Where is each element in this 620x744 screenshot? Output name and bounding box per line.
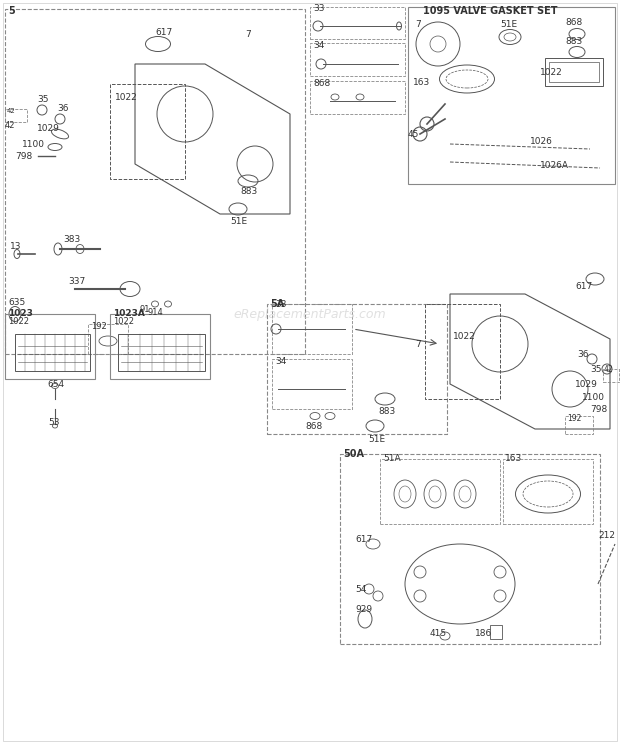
Text: 5: 5 — [8, 6, 15, 16]
Text: 36: 36 — [577, 350, 588, 359]
Bar — [310, 43, 405, 76]
Text: 192: 192 — [91, 322, 107, 331]
Text: 617: 617 — [155, 28, 172, 36]
Bar — [545, 58, 603, 86]
Text: 654: 654 — [47, 379, 64, 388]
Bar — [490, 625, 502, 639]
Text: 53: 53 — [48, 417, 60, 426]
Text: 1022: 1022 — [113, 317, 134, 326]
Text: 36: 36 — [57, 103, 68, 112]
Text: 7: 7 — [415, 339, 421, 348]
Text: 1029: 1029 — [37, 124, 60, 132]
Bar — [503, 459, 593, 524]
Text: 883: 883 — [240, 187, 257, 196]
Text: 163: 163 — [505, 454, 522, 463]
Text: 35: 35 — [37, 94, 48, 103]
Bar — [408, 7, 615, 184]
Text: 13: 13 — [10, 242, 22, 251]
Text: 929: 929 — [355, 604, 372, 614]
Bar — [5, 9, 305, 354]
Text: 34: 34 — [275, 357, 286, 366]
Text: 186: 186 — [475, 629, 492, 638]
Text: 42: 42 — [5, 121, 16, 129]
Text: 617: 617 — [355, 534, 372, 544]
Text: 1026: 1026 — [530, 136, 553, 146]
Text: 1026A: 1026A — [540, 161, 569, 170]
Text: 337: 337 — [68, 277, 86, 286]
Text: 635: 635 — [8, 298, 25, 307]
Text: 34: 34 — [313, 41, 324, 50]
Text: 1022: 1022 — [8, 317, 29, 326]
Text: 1023A: 1023A — [113, 309, 145, 318]
Bar — [272, 359, 352, 409]
Text: 54: 54 — [355, 585, 366, 594]
Text: 1095 VALVE GASKET SET: 1095 VALVE GASKET SET — [423, 6, 557, 16]
Bar — [380, 459, 500, 524]
Text: 35: 35 — [590, 365, 601, 373]
Text: 51E: 51E — [368, 434, 385, 443]
Bar — [272, 304, 352, 354]
Text: 1022: 1022 — [540, 68, 563, 77]
Bar — [267, 304, 447, 434]
Bar — [5, 109, 27, 122]
Text: 868: 868 — [565, 18, 582, 27]
Text: 42: 42 — [7, 108, 16, 114]
Text: 192: 192 — [567, 414, 582, 423]
Text: 914: 914 — [148, 307, 164, 316]
Bar — [565, 416, 593, 434]
Text: 91: 91 — [140, 305, 151, 314]
Text: 163: 163 — [413, 77, 430, 86]
Text: 1100: 1100 — [22, 140, 45, 149]
Text: 212: 212 — [598, 531, 615, 540]
Bar — [110, 314, 210, 379]
Text: 798: 798 — [590, 405, 607, 414]
Text: 33: 33 — [313, 4, 324, 13]
Text: 1022: 1022 — [115, 92, 138, 101]
Text: 45: 45 — [408, 129, 419, 138]
Text: 868: 868 — [305, 422, 322, 431]
Text: 798: 798 — [15, 152, 32, 161]
Text: 33: 33 — [275, 300, 286, 309]
Text: 51E: 51E — [500, 19, 517, 28]
Bar — [603, 369, 619, 382]
Text: 7: 7 — [415, 19, 421, 28]
Text: 51E: 51E — [230, 217, 247, 225]
Text: 5A: 5A — [270, 299, 284, 309]
Text: 883: 883 — [378, 406, 396, 415]
Text: eReplacementParts.com: eReplacementParts.com — [234, 307, 386, 321]
Text: 415: 415 — [430, 629, 447, 638]
Text: 1022: 1022 — [453, 332, 476, 341]
Bar — [310, 81, 405, 114]
Text: 383: 383 — [63, 234, 80, 243]
Bar — [5, 314, 95, 379]
Text: 883: 883 — [565, 36, 582, 45]
Bar — [340, 454, 600, 644]
Text: 7: 7 — [245, 30, 250, 39]
Bar — [549, 62, 599, 82]
Text: 51A: 51A — [383, 454, 401, 463]
Text: 1023: 1023 — [8, 309, 33, 318]
Bar — [310, 7, 405, 39]
Text: 1029: 1029 — [575, 379, 598, 388]
Bar — [88, 324, 128, 354]
Text: 50A: 50A — [343, 449, 364, 459]
Text: 42: 42 — [604, 365, 614, 374]
Text: 868: 868 — [313, 79, 330, 88]
Text: 617: 617 — [575, 281, 592, 290]
Text: 1100: 1100 — [582, 393, 605, 402]
